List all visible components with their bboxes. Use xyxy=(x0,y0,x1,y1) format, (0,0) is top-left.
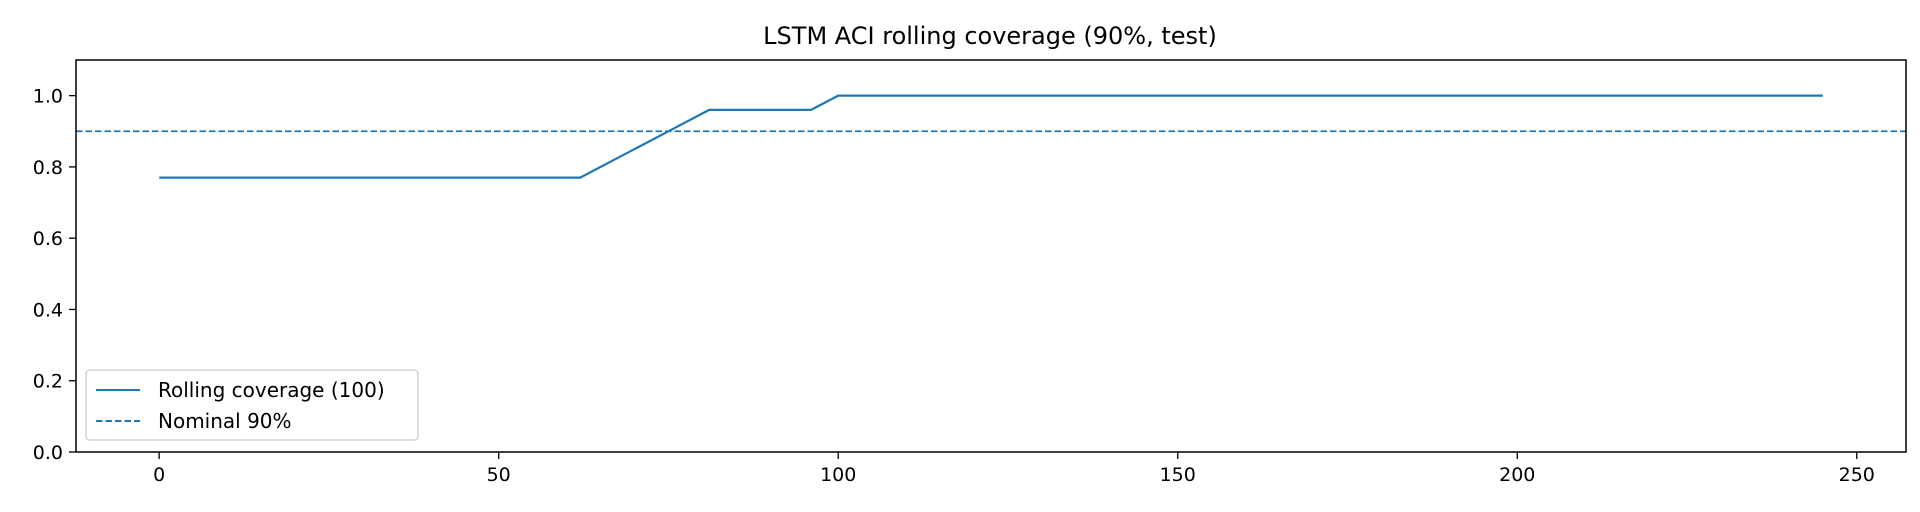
x-tick-label: 200 xyxy=(1499,464,1535,486)
legend-box xyxy=(85,369,419,441)
legend-label: Rolling coverage (100) xyxy=(158,378,385,402)
axes-frame xyxy=(75,59,1907,453)
y-tick-label: 0.8 xyxy=(33,157,63,179)
x-tick-label: 100 xyxy=(820,464,856,486)
plot-area xyxy=(75,59,1907,453)
legend: Rolling coverage (100) Nominal 90% xyxy=(85,369,419,441)
axis-ticks: 0 50 100 150 200 250 0.0 0.2 0.4 0.6 0.8 1.0 xyxy=(33,86,1875,486)
y-tick-label: 1.0 xyxy=(33,86,63,108)
x-tick-label: 250 xyxy=(1839,464,1875,486)
x-tick-label: 150 xyxy=(1160,464,1196,486)
series-line-0 xyxy=(159,94,1823,179)
y-tick-label: 0.2 xyxy=(33,371,63,393)
legend-label: Nominal 90% xyxy=(158,409,292,433)
x-tick-label: 50 xyxy=(487,464,511,486)
y-tick-label: 0.4 xyxy=(33,299,63,321)
x-tick-label: 0 xyxy=(153,464,165,486)
y-tick-label: 0.0 xyxy=(33,442,63,464)
chart-title: LSTM ACI rolling coverage (90%, test) xyxy=(763,22,1217,50)
y-tick-label: 0.6 xyxy=(33,228,63,250)
